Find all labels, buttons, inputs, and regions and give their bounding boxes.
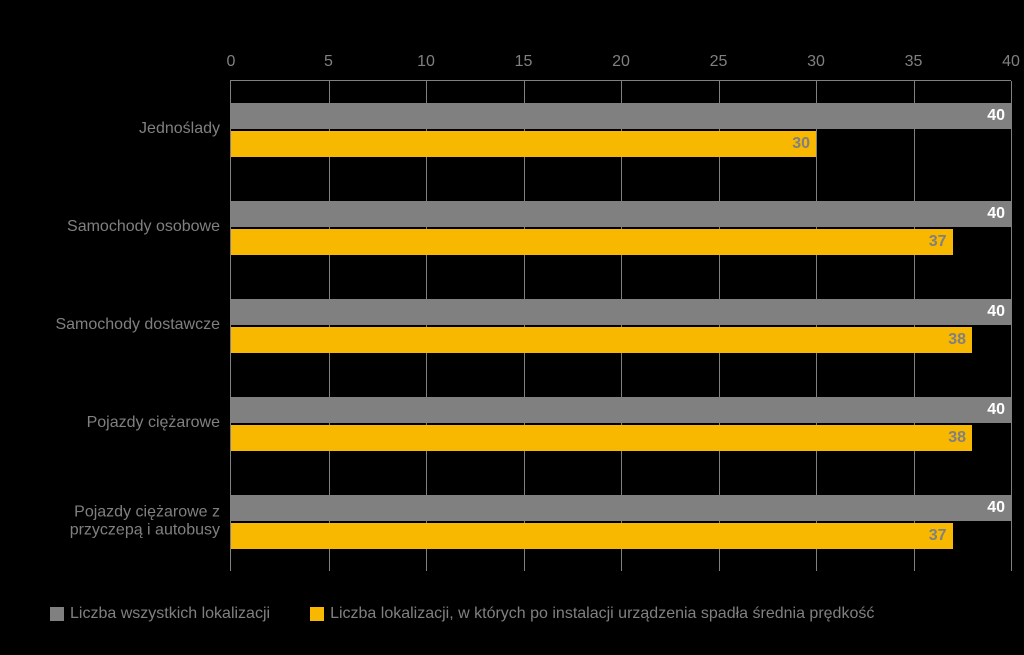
legend-item: Liczba lokalizacji, w których po instala… — [310, 605, 874, 623]
x-tick-label: 10 — [417, 53, 435, 71]
legend-swatch-drop — [310, 607, 324, 621]
x-tick-label: 40 — [1002, 53, 1020, 71]
category-label: Pojazdy ciężarowe zprzyczepą i autobusy — [10, 503, 220, 538]
bar-all-value: 40 — [987, 499, 1005, 517]
bar-all-value: 40 — [987, 303, 1005, 321]
bar-drop: 37 — [231, 523, 953, 549]
bar-all-value: 40 — [987, 205, 1005, 223]
category-label: Jednoślady — [10, 120, 220, 138]
x-tick-label: 15 — [515, 53, 533, 71]
plot-area: 051015202530354040304037403840384037 — [230, 80, 1011, 571]
bar-drop-value: 37 — [929, 527, 947, 545]
bar-all: 40 — [231, 103, 1011, 129]
bar-drop-value: 37 — [929, 233, 947, 251]
x-tick-label: 20 — [612, 53, 630, 71]
gridline — [1011, 81, 1012, 571]
legend-swatch-all — [50, 607, 64, 621]
bar-all: 40 — [231, 495, 1011, 521]
x-tick-label: 35 — [905, 53, 923, 71]
legend-label: Liczba lokalizacji, w których po instala… — [330, 605, 874, 623]
x-tick-label: 25 — [710, 53, 728, 71]
bar-chart: 0 5 10 15 20 25 30 35 40 40 30 40 37 40 38 40 38 40 37 Lic… — [0, 0, 1024, 655]
bar-drop-value: 38 — [948, 429, 966, 447]
bar-drop-value: 30 — [792, 135, 810, 153]
bar-all: 40 — [231, 201, 1011, 227]
legend-item: Liczba wszystkich lokalizacji — [50, 605, 270, 623]
legend-label: Liczba wszystkich lokalizacji — [70, 605, 270, 623]
legend: Liczba wszystkich lokalizacji Liczba loka… — [50, 605, 874, 623]
category-label: Samochody osobowe — [10, 218, 220, 236]
bar-drop: 38 — [231, 327, 972, 353]
bar-all-value: 40 — [987, 107, 1005, 125]
bar-drop: 37 — [231, 229, 953, 255]
bar-all: 40 — [231, 299, 1011, 325]
bar-drop: 30 — [231, 131, 816, 157]
x-tick-label: 0 — [227, 53, 236, 71]
bar-all-value: 40 — [987, 401, 1005, 419]
x-tick-label: 5 — [324, 53, 333, 71]
bar-drop-value: 38 — [948, 331, 966, 349]
category-label: Pojazdy ciężarowe — [10, 414, 220, 432]
bar-drop: 38 — [231, 425, 972, 451]
x-tick-label: 30 — [807, 53, 825, 71]
bar-all: 40 — [231, 397, 1011, 423]
category-label: Samochody dostawcze — [10, 316, 220, 334]
